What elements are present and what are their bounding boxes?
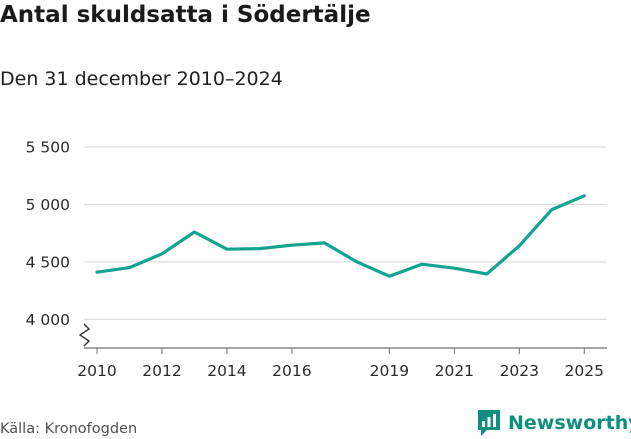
x-tick-label: 2010 <box>77 362 116 380</box>
chart-title: Antal skuldsatta i Södertälje <box>0 2 371 28</box>
x-tick-label: 2012 <box>142 362 181 380</box>
x-tick-label: 2025 <box>565 362 604 380</box>
y-tick-label: 5 500 <box>26 139 70 157</box>
brand-logo[interactable]: Newsworthy <box>476 408 631 438</box>
x-tick-label: 2016 <box>272 362 311 380</box>
series-line <box>95 194 586 278</box>
x-tick-label: 2021 <box>435 362 474 380</box>
brand-name: Newsworthy <box>508 412 631 434</box>
x-tick-label: 2014 <box>207 362 246 380</box>
y-tick-label: 4 000 <box>26 311 70 329</box>
tick-labels: 4 000 4 500 5 000 5 500 2010 2012 2014 2016 2019… <box>26 139 604 381</box>
series-layer <box>95 194 586 278</box>
y-tick-label: 5 000 <box>26 196 70 214</box>
x-axis <box>78 323 607 354</box>
grid-lines <box>84 146 607 320</box>
line-chart: 4 000 4 500 5 000 5 500 2010 2012 2014 2016 2019… <box>26 139 607 381</box>
chart-subtitle: Den 31 december 2010–2024 <box>0 68 283 90</box>
x-tick-label: 2019 <box>370 362 409 380</box>
y-tick-label: 4 500 <box>26 253 70 271</box>
bar-chart-speech-bubble-icon <box>478 410 500 436</box>
zigzag-axis-break-icon <box>78 323 91 347</box>
x-tick-label: 2023 <box>500 362 539 380</box>
source-note: Källa: Kronofogden <box>0 421 138 437</box>
